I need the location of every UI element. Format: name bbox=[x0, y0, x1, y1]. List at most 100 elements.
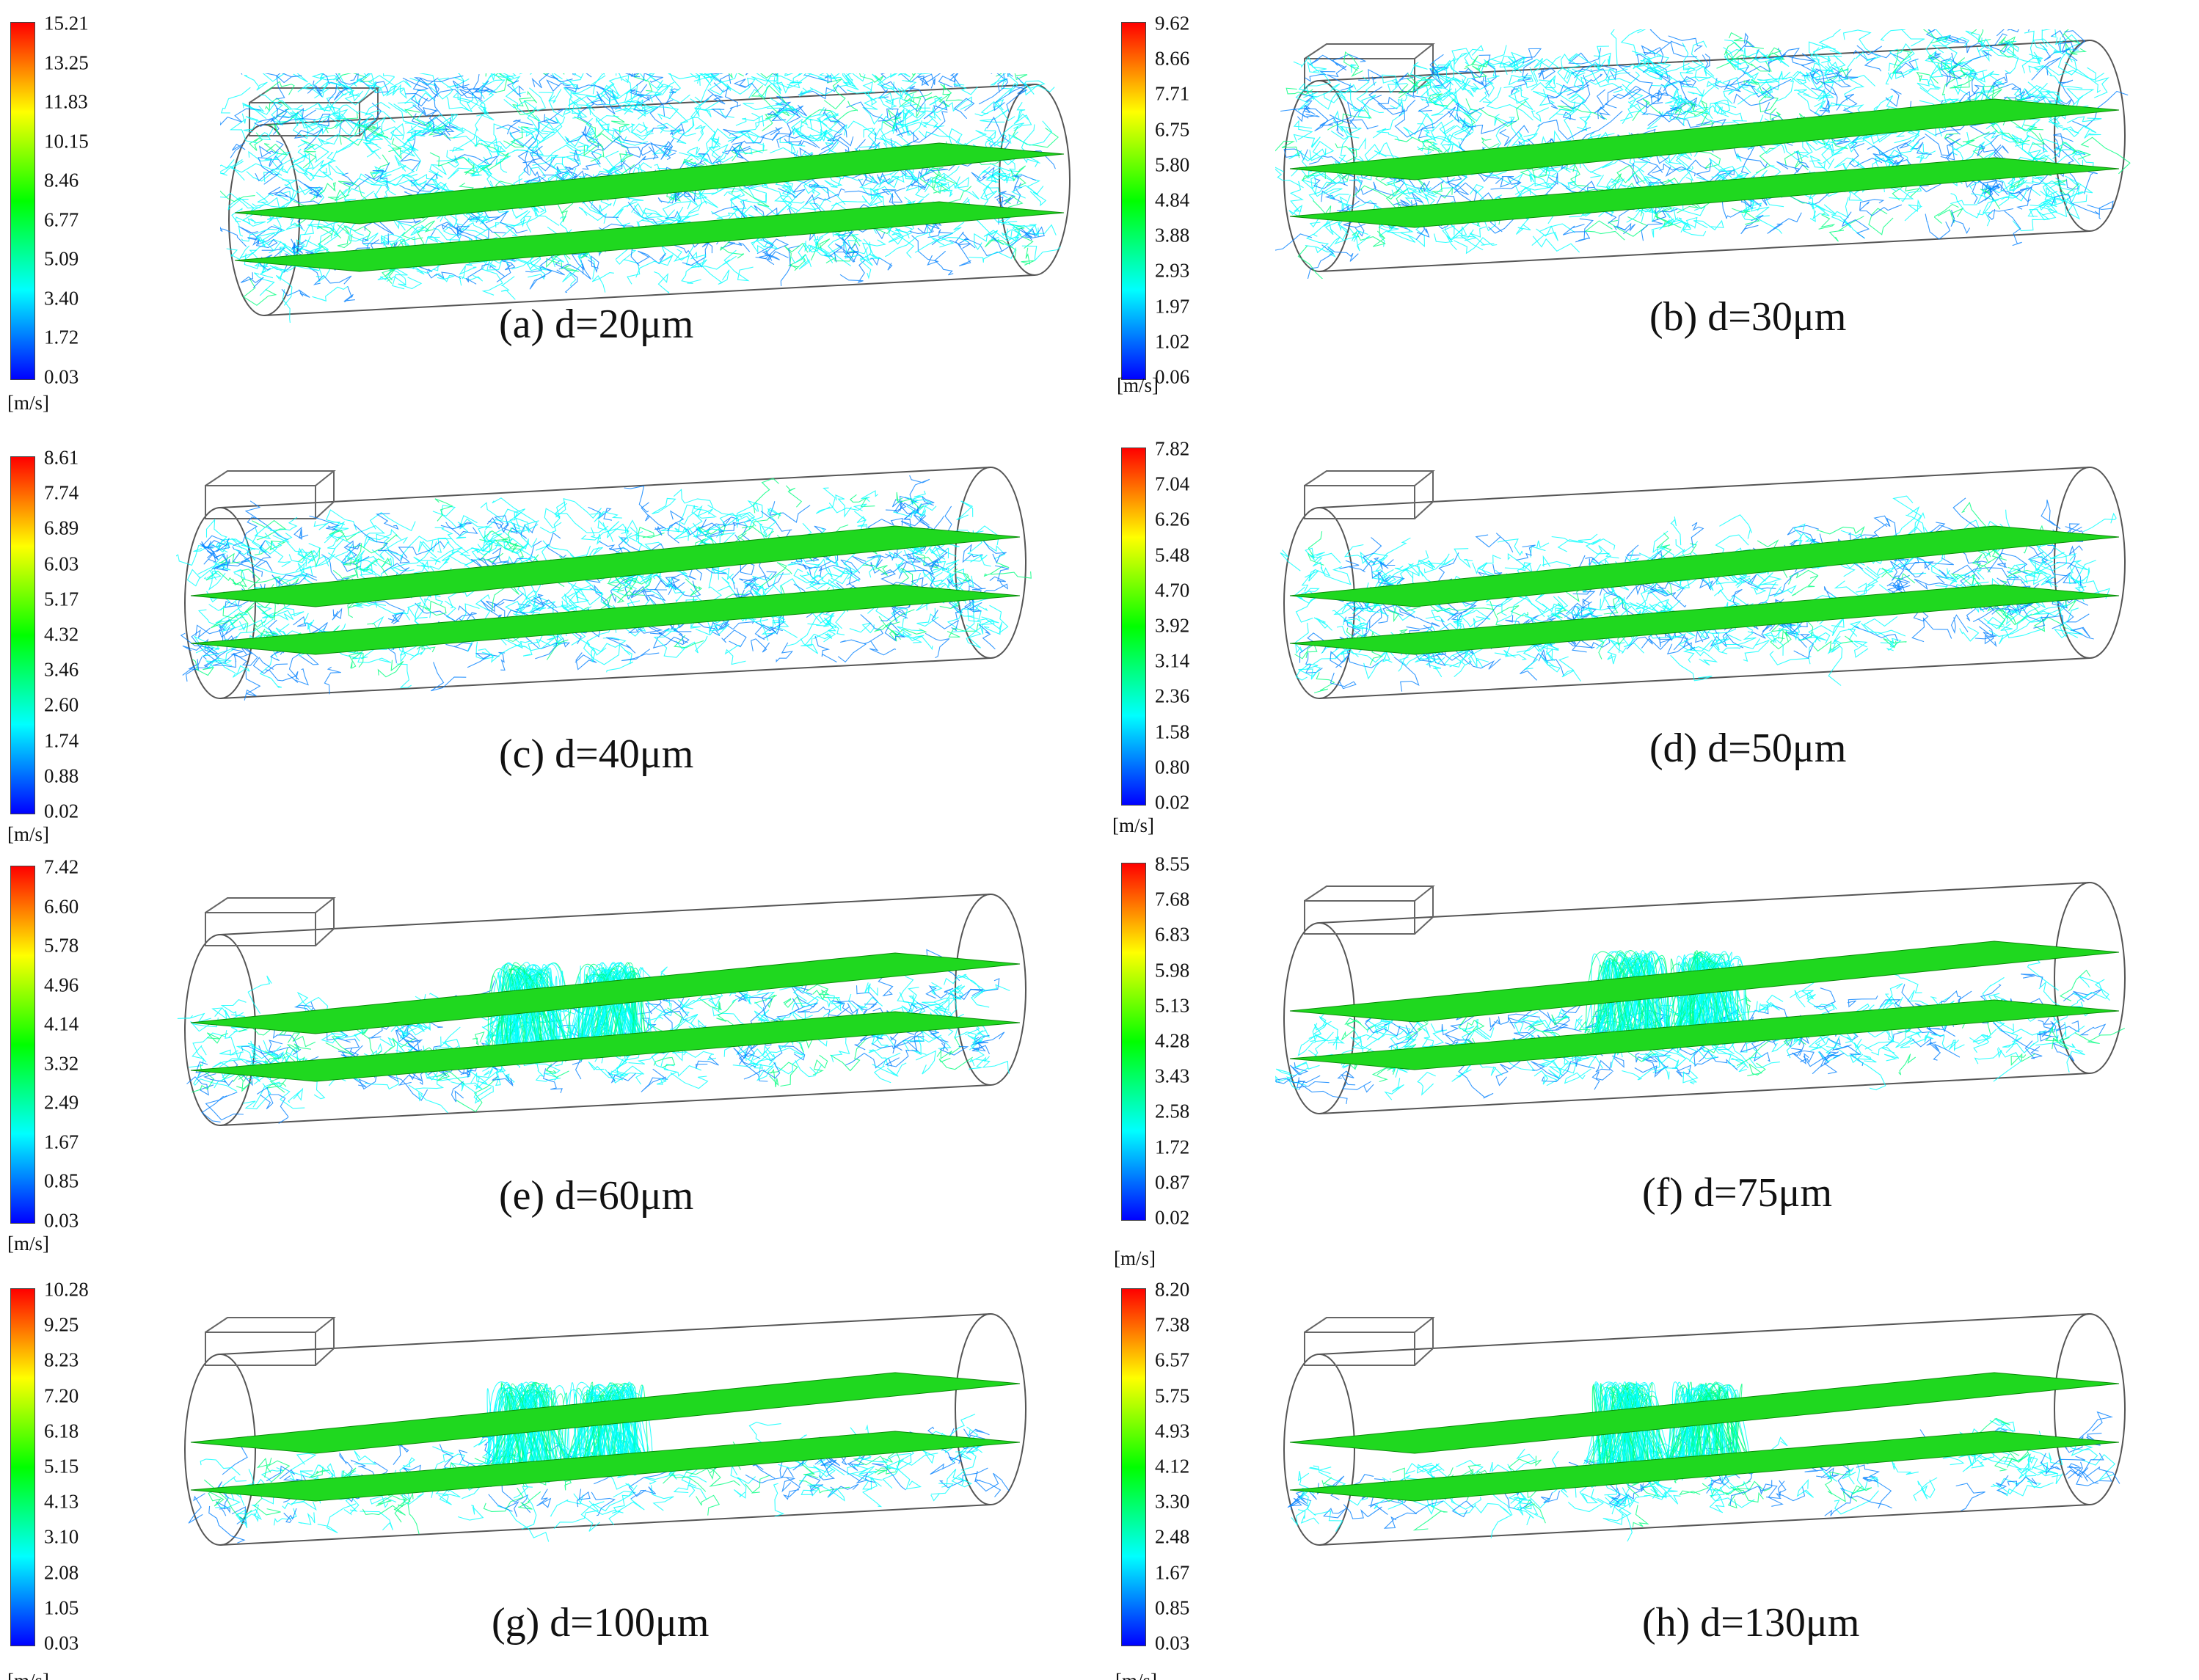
colorbar-tick-label: 5.98 bbox=[1155, 959, 1190, 982]
green-plates bbox=[190, 525, 1021, 655]
streamline-svg bbox=[176, 467, 1032, 701]
colorbar-tick-label: 0.06 bbox=[1155, 365, 1190, 388]
colorbar-tick-label: 3.14 bbox=[1155, 649, 1190, 672]
green-plates bbox=[1289, 1372, 2120, 1502]
colorbar-tick-label: 1.72 bbox=[44, 326, 79, 348]
colorbar bbox=[10, 1288, 35, 1646]
inlet-box bbox=[205, 1317, 336, 1366]
colorbar-tick-label: 5.17 bbox=[44, 588, 79, 610]
colorbar-tick-label: 7.68 bbox=[1155, 888, 1190, 910]
colorbar-tick-label: 1.02 bbox=[1155, 330, 1190, 353]
colorbar-tick-label: 8.23 bbox=[44, 1348, 79, 1371]
colorbar-tick-label: 3.10 bbox=[44, 1525, 79, 1548]
pipe-outline bbox=[184, 1313, 1026, 1546]
streamlines bbox=[220, 73, 1061, 323]
colorbar-tick-label: 3.43 bbox=[1155, 1064, 1190, 1087]
panel-caption: (g) d=100μm bbox=[492, 1600, 710, 1646]
streamline-svg bbox=[220, 73, 1071, 323]
colorbar-tick-label: 3.40 bbox=[44, 287, 79, 310]
colorbar-tick-label: 2.49 bbox=[44, 1091, 79, 1114]
streamline-plot bbox=[176, 1303, 1042, 1552]
colorbar-tick-label: 0.85 bbox=[44, 1169, 79, 1192]
colorbar-tick-label: 8.46 bbox=[44, 169, 79, 191]
colorbar-tick-label: 2.60 bbox=[44, 693, 79, 716]
inlet-box bbox=[1304, 470, 1435, 519]
colorbar-tick-label: 4.14 bbox=[44, 1012, 79, 1035]
colorbar-tick-label: 6.03 bbox=[44, 552, 79, 575]
colorbar-tick-label: 0.03 bbox=[44, 1209, 79, 1232]
panel-caption: (c) d=40μm bbox=[499, 731, 694, 777]
panel-b: 9.62 8.66 7.71 6.75 5.80 4.84 3.88 2.93 1.97 1.02… bbox=[1099, 0, 2198, 420]
streamline-svg bbox=[1275, 882, 2126, 1114]
colorbar-tick-label: 8.20 bbox=[1155, 1278, 1190, 1301]
colorbar-unit: [m/s] bbox=[7, 1670, 49, 1680]
colorbar-tick-label: 2.93 bbox=[1155, 259, 1190, 282]
pipe-outline bbox=[1283, 882, 2126, 1114]
streamline-plot bbox=[1275, 872, 2141, 1121]
colorbar-tick-label: 1.05 bbox=[44, 1596, 79, 1619]
colorbar bbox=[1121, 863, 1146, 1221]
panel-a: 15.21 13.25 11.83 10.15 8.46 6.77 5.09 3.40 1.72… bbox=[0, 0, 1099, 420]
colorbar-tick-label: 6.77 bbox=[44, 208, 79, 231]
colorbar-tick-label: 0.88 bbox=[44, 764, 79, 787]
colorbar-tick-label: 6.57 bbox=[1155, 1348, 1190, 1371]
colorbar-tick-label: 5.13 bbox=[1155, 994, 1190, 1017]
green-plates bbox=[1289, 941, 2120, 1070]
pipe-outline bbox=[1283, 1313, 2126, 1546]
streamline-svg bbox=[177, 894, 1026, 1126]
colorbar-tick-label: 1.97 bbox=[1155, 295, 1190, 318]
colorbar-tick-label: 6.18 bbox=[44, 1420, 79, 1442]
green-plates bbox=[1289, 98, 2120, 228]
colorbar-tick-label: 0.02 bbox=[44, 800, 79, 822]
colorbar-tick-label: 6.83 bbox=[1155, 923, 1190, 946]
streamline-plot bbox=[1275, 29, 2141, 279]
colorbar-unit: [m/s] bbox=[7, 392, 49, 414]
panel-e: 7.42 6.60 5.78 4.96 4.14 3.32 2.49 1.67 0.85 0.03… bbox=[0, 839, 1099, 1259]
colorbar-tick-label: 15.21 bbox=[44, 12, 89, 34]
colorbar-tick-label: 6.26 bbox=[1155, 508, 1190, 530]
panel-caption: (e) d=60μm bbox=[499, 1173, 694, 1219]
colorbar-unit: [m/s] bbox=[7, 823, 49, 845]
streamline-svg bbox=[184, 1313, 1026, 1546]
colorbar-tick-label: 3.32 bbox=[44, 1052, 79, 1075]
colorbar-unit: [m/s] bbox=[1114, 1247, 1156, 1269]
streamline-plot bbox=[1275, 456, 2141, 706]
streamlines bbox=[1275, 29, 2131, 279]
colorbar-tick-label: 5.80 bbox=[1155, 153, 1190, 176]
colorbar-tick-label: 5.09 bbox=[44, 247, 79, 270]
colorbar-tick-label: 2.58 bbox=[1155, 1100, 1190, 1122]
streamline-svg bbox=[1280, 467, 2126, 699]
colorbar-tick-label: 7.20 bbox=[44, 1384, 79, 1407]
pipe-outline bbox=[184, 467, 1026, 699]
colorbar-tick-label: 4.32 bbox=[44, 623, 79, 646]
colorbar-tick-label: 5.48 bbox=[1155, 544, 1190, 566]
panel-caption: (d) d=50μm bbox=[1649, 726, 1847, 771]
panel-g: 10.28 9.25 8.23 7.20 6.18 5.15 4.13 3.10 2.08 1.0… bbox=[0, 1259, 1099, 1680]
panel-caption: (f) d=75μm bbox=[1642, 1170, 1833, 1216]
colorbar-tick-label: 4.93 bbox=[1155, 1420, 1190, 1442]
panel-caption: (b) d=30μm bbox=[1649, 294, 1847, 340]
colorbar-tick-label: 7.74 bbox=[44, 481, 79, 504]
colorbar-tick-label: 9.62 bbox=[1155, 12, 1190, 34]
colorbar-tick-label: 11.83 bbox=[44, 90, 88, 113]
panel-caption: (a) d=20μm bbox=[499, 302, 694, 347]
colorbar-tick-label: 0.80 bbox=[1155, 756, 1190, 778]
pipe-outline bbox=[1283, 40, 2126, 272]
panel-d: 7.82 7.04 6.26 5.48 4.70 3.92 3.14 2.36 1.58 0.80… bbox=[1099, 420, 2198, 839]
colorbar-tick-label: 5.75 bbox=[1155, 1384, 1190, 1407]
colorbar bbox=[10, 866, 35, 1224]
colorbar-tick-label: 6.89 bbox=[44, 516, 79, 539]
colorbar-tick-label: 5.78 bbox=[44, 934, 79, 957]
streamline-svg bbox=[1283, 1313, 2126, 1546]
colorbar-tick-label: 4.28 bbox=[1155, 1029, 1190, 1052]
inlet-box bbox=[1304, 1317, 1435, 1366]
streamline-plot bbox=[176, 456, 1042, 706]
colorbar bbox=[1121, 1288, 1146, 1646]
colorbar bbox=[1121, 22, 1146, 380]
colorbar-unit: [m/s] bbox=[1112, 814, 1154, 836]
streamline-svg bbox=[1275, 29, 2131, 279]
colorbar-tick-label: 1.72 bbox=[1155, 1136, 1190, 1158]
colorbar-tick-label: 8.61 bbox=[44, 446, 79, 469]
colorbar-tick-label: 7.82 bbox=[1155, 437, 1190, 460]
